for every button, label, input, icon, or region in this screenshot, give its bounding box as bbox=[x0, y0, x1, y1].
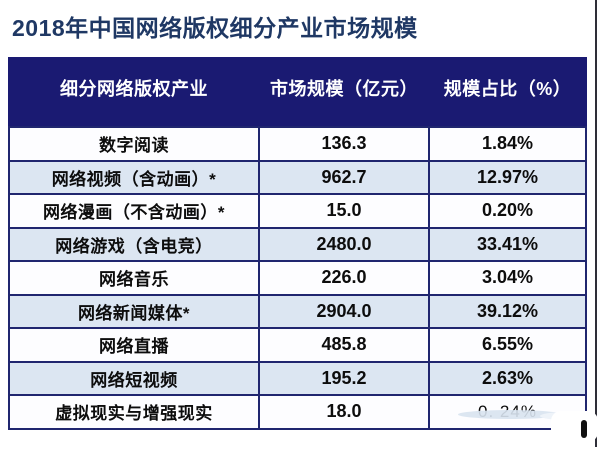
table-row: 网络短视频 195.2 2.63% bbox=[8, 360, 587, 396]
cell-industry: 网络新闻媒体* bbox=[8, 293, 260, 329]
cell-share: 12.97% bbox=[428, 159, 587, 195]
table-row: 网络游戏（含电竞） 2480.0 33.41% bbox=[8, 226, 587, 262]
cell-share: 33.41% bbox=[428, 226, 587, 262]
table-row: 网络漫画（不含动画）* 15.0 0.20% bbox=[8, 193, 587, 229]
cell-industry: 网络音乐 bbox=[8, 260, 260, 296]
image-edge-line bbox=[595, 0, 597, 447]
cell-share: 1.84% bbox=[428, 126, 587, 162]
cell-scale: 485.8 bbox=[258, 327, 430, 363]
cell-scale: 136.3 bbox=[258, 126, 430, 162]
table-row: 虚拟现实与增强现实 18.0 0. 24% bbox=[8, 394, 587, 430]
cell-share: 6.55% bbox=[428, 327, 587, 363]
cell-share: 0.20% bbox=[428, 193, 587, 229]
page-title: 2018年中国网络版权细分产业市场规模 bbox=[12, 15, 418, 41]
watermark-smudge bbox=[458, 410, 562, 419]
cell-share: 2.63% bbox=[428, 360, 587, 396]
column-header-scale: 市场规模（亿元） bbox=[258, 57, 430, 128]
cell-scale: 15.0 bbox=[258, 193, 430, 229]
table-row: 网络音乐 226.0 3.04% bbox=[8, 260, 587, 296]
cell-industry: 网络视频（含动画）* bbox=[8, 159, 260, 195]
dark-mark-artifact bbox=[581, 420, 587, 438]
cell-share: 39.12% bbox=[428, 293, 587, 329]
market-scale-table: 细分网络版权产业 市场规模（亿元） 规模占比（%） 数字阅读 136.3 1.8… bbox=[8, 57, 587, 430]
cell-industry: 网络短视频 bbox=[8, 360, 260, 396]
cell-scale: 18.0 bbox=[258, 394, 430, 430]
cell-industry: 虚拟现实与增强现实 bbox=[8, 394, 260, 430]
cell-scale: 2480.0 bbox=[258, 226, 430, 262]
table-row: 网络视频（含动画）* 962.7 12.97% bbox=[8, 159, 587, 195]
cell-scale: 195.2 bbox=[258, 360, 430, 396]
cell-scale: 2904.0 bbox=[258, 293, 430, 329]
cell-industry: 网络游戏（含电竞） bbox=[8, 226, 260, 262]
table-row: 网络新闻媒体* 2904.0 39.12% bbox=[8, 293, 587, 329]
column-header-industry: 细分网络版权产业 bbox=[8, 57, 260, 128]
cell-share: 3.04% bbox=[428, 260, 587, 296]
table-row: 数字阅读 136.3 1.84% bbox=[8, 126, 587, 162]
table-header-row: 细分网络版权产业 市场规模（亿元） 规模占比（%） bbox=[8, 57, 587, 128]
cell-industry: 数字阅读 bbox=[8, 126, 260, 162]
cell-industry: 网络漫画（不含动画）* bbox=[8, 193, 260, 229]
eraser-blob-artifact bbox=[551, 411, 598, 442]
table-row: 网络直播 485.8 6.55% bbox=[8, 327, 587, 363]
cell-scale: 962.7 bbox=[258, 159, 430, 195]
cell-scale: 226.0 bbox=[258, 260, 430, 296]
cell-industry: 网络直播 bbox=[8, 327, 260, 363]
column-header-share: 规模占比（%） bbox=[428, 57, 587, 128]
